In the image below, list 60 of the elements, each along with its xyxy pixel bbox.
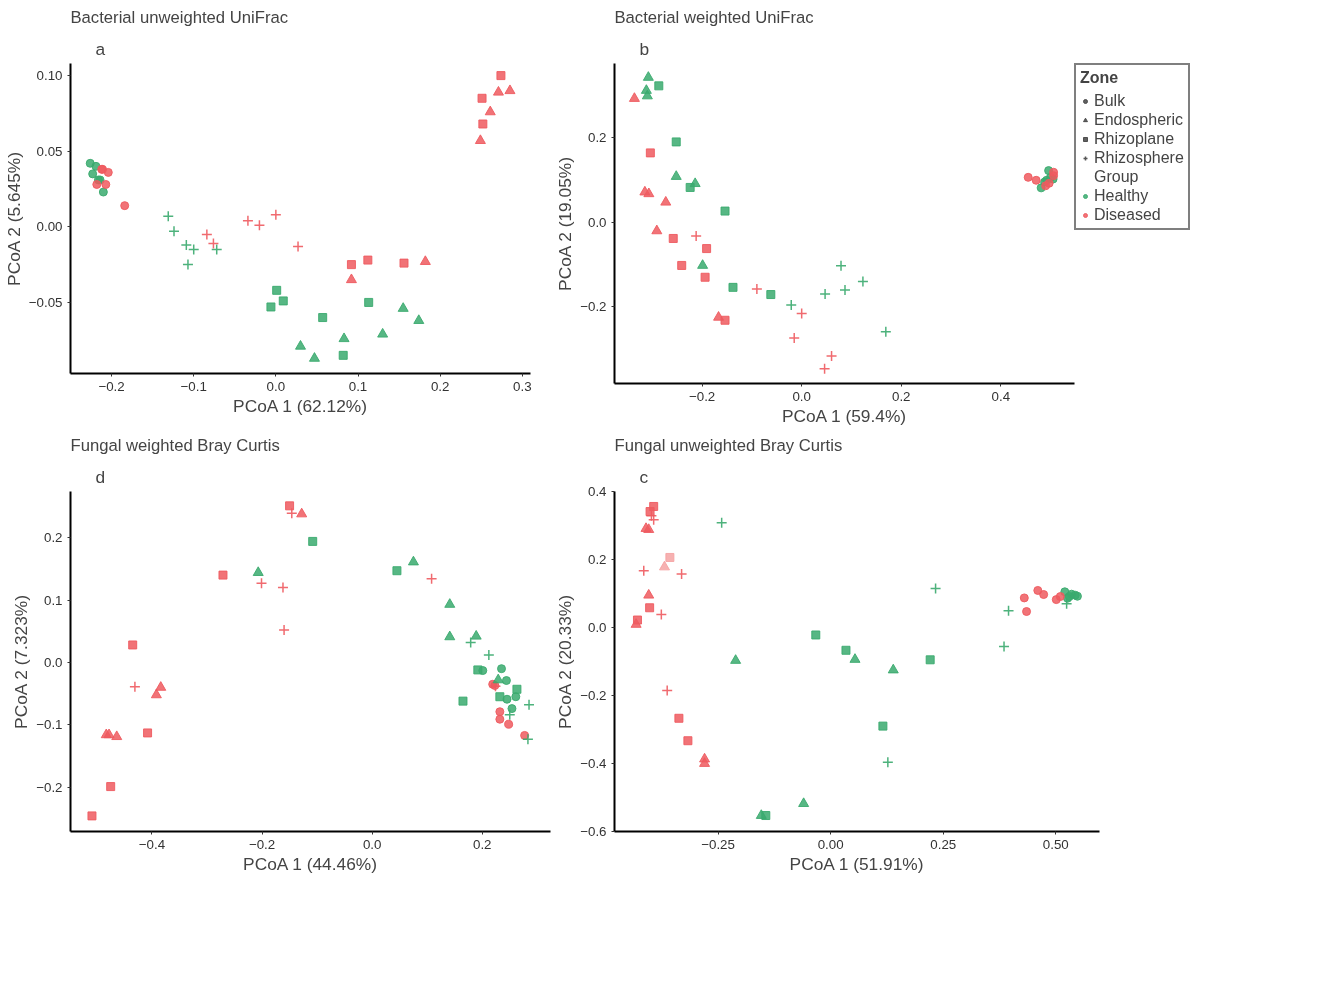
x-tick-label: −0.2 <box>248 836 276 852</box>
legend-label: Healthy <box>1094 187 1149 205</box>
x-tick-label: 0.1 <box>348 378 368 394</box>
y-axis-title: PCoA 2 (5.645%) <box>3 152 24 286</box>
y-tick-label: −0.2 <box>580 298 607 314</box>
y-tick-label: 0.0 <box>587 620 607 635</box>
y-tick-label: −0.2 <box>580 688 607 703</box>
x-tick-label: 0.2 <box>891 388 911 404</box>
x-tick-label: 0.2 <box>430 378 450 394</box>
y-tick-label: −0.05 <box>28 294 63 310</box>
y-tick-label: 0.10 <box>36 68 63 84</box>
legend-title: Zone <box>1080 69 1120 87</box>
y-tick-label: −0.2 <box>36 779 63 795</box>
y-tick-label: 0.2 <box>43 530 63 546</box>
x-tick-label: 0.4 <box>991 388 1011 404</box>
x-axis-title: PCoA 1 (62.12%) <box>233 395 367 416</box>
y-axis-title: PCoA 2 (19.05%) <box>555 157 576 291</box>
y-tick-label: −0.6 <box>580 824 607 839</box>
x-tick-label: 0.50 <box>1042 836 1069 852</box>
y-tick-label: −0.4 <box>580 756 608 771</box>
text: c <box>639 466 649 487</box>
chart-title: Bacterial weighted UniFrac <box>614 7 814 27</box>
legend-label: Diseased <box>1094 206 1161 224</box>
x-tick-label: 0.3 <box>513 378 532 394</box>
x-axis-title: PCoA 1 (51.91%) <box>789 853 924 874</box>
x-tick-label: −0.2 <box>688 388 716 404</box>
x-tick-label: −0.2 <box>98 378 125 394</box>
y-tick-label: 0.4 <box>587 484 608 499</box>
y-tick-label: 0.05 <box>36 143 63 159</box>
x-tick-label: 0.2 <box>472 836 492 852</box>
y-tick-label: 0.1 <box>43 592 63 608</box>
x-axis-title: PCoA 1 (44.46%) <box>243 853 377 874</box>
x-tick-label: 0.25 <box>930 836 957 852</box>
chart-title: Fungal weighted Bray Curtis <box>70 435 280 455</box>
y-tick-label: 0.2 <box>587 552 607 567</box>
text: b <box>639 38 650 59</box>
x-tick-label: 0.00 <box>817 836 844 852</box>
x-tick-label: 0.0 <box>362 836 382 852</box>
legend-label: Bulk <box>1094 92 1126 110</box>
chart-title: Bacterial unweighted UniFrac <box>70 7 289 27</box>
chart-title: Fungal unweighted Bray Curtis <box>614 435 843 455</box>
x-tick-label: −0.1 <box>180 378 207 394</box>
x-tick-label: −0.4 <box>138 836 166 852</box>
x-tick-label: 0.0 <box>266 378 286 394</box>
y-tick-label: 0.0 <box>587 214 607 230</box>
x-axis-title: PCoA 1 (59.4%) <box>781 405 907 426</box>
y-tick-label: 0.00 <box>36 219 63 235</box>
text: Group <box>1094 168 1139 186</box>
legend-label: Rhizoplane <box>1094 130 1175 148</box>
x-tick-label: −0.25 <box>701 836 735 852</box>
y-tick-label: 0.0 <box>43 654 63 670</box>
y-axis-title: PCoA 2 (20.33%) <box>555 595 576 729</box>
y-axis-title: PCoA 2 (7.323%) <box>11 595 32 729</box>
y-tick-label: 0.2 <box>587 130 607 146</box>
legend-label: Endospheric <box>1094 111 1183 129</box>
y-tick-label: −0.1 <box>36 717 63 733</box>
legend-label: Rhizosphere <box>1094 149 1184 167</box>
text: a <box>95 38 106 59</box>
text: d <box>95 466 106 487</box>
x-tick-label: 0.0 <box>792 388 811 404</box>
